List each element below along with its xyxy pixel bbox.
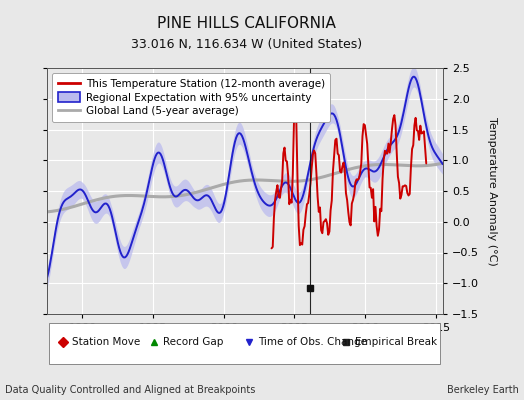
Text: Record Gap: Record Gap bbox=[162, 337, 223, 347]
FancyBboxPatch shape bbox=[49, 323, 440, 364]
Text: PINE HILLS CALIFORNIA: PINE HILLS CALIFORNIA bbox=[157, 16, 336, 31]
Text: Station Move: Station Move bbox=[72, 337, 140, 347]
Text: Empirical Break: Empirical Break bbox=[355, 337, 436, 347]
Text: Time of Obs. Change: Time of Obs. Change bbox=[258, 337, 367, 347]
Y-axis label: Temperature Anomaly (°C): Temperature Anomaly (°C) bbox=[487, 117, 497, 265]
Text: 33.016 N, 116.634 W (United States): 33.016 N, 116.634 W (United States) bbox=[130, 38, 362, 51]
Text: Data Quality Controlled and Aligned at Breakpoints: Data Quality Controlled and Aligned at B… bbox=[5, 385, 256, 395]
Legend: This Temperature Station (12-month average), Regional Expectation with 95% uncer: This Temperature Station (12-month avera… bbox=[52, 73, 330, 122]
Text: Berkeley Earth: Berkeley Earth bbox=[447, 385, 519, 395]
